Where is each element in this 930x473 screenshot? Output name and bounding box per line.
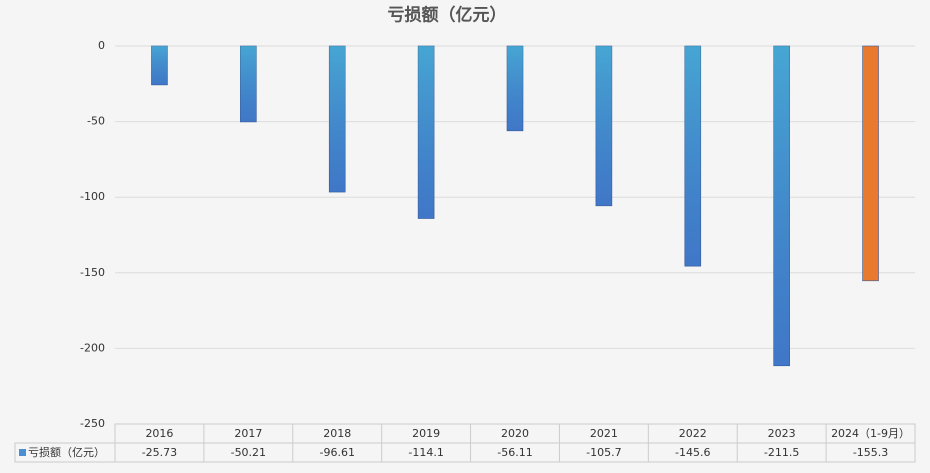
bar-shade bbox=[329, 46, 346, 193]
y-tick-label: -50 bbox=[87, 115, 105, 128]
table-value: -105.7 bbox=[586, 446, 621, 459]
x-tick-label: 2016 bbox=[145, 427, 173, 440]
x-tick-label: 2017 bbox=[234, 427, 262, 440]
x-tick-label: 2024（1-9月） bbox=[831, 427, 910, 440]
table-value: -50.21 bbox=[231, 446, 266, 459]
table-value: -155.3 bbox=[853, 446, 888, 459]
x-tick-label: 2019 bbox=[412, 427, 440, 440]
legend-swatch bbox=[19, 449, 26, 456]
x-tick-label: 2022 bbox=[679, 427, 707, 440]
x-tick-label: 2021 bbox=[590, 427, 618, 440]
y-tick-label: -200 bbox=[80, 341, 105, 354]
y-tick-label: -250 bbox=[80, 417, 105, 430]
y-tick-label: 0 bbox=[98, 39, 105, 52]
table-value: -25.73 bbox=[142, 446, 177, 459]
y-tick-label: -150 bbox=[80, 266, 105, 279]
bar-shade bbox=[418, 46, 435, 219]
bar bbox=[862, 45, 879, 282]
table-value: -211.5 bbox=[764, 446, 799, 459]
y-tick-label: -100 bbox=[80, 190, 105, 203]
x-tick-label: 2023 bbox=[768, 427, 796, 440]
bar-shade bbox=[240, 46, 257, 122]
chart-title: 亏损额（亿元） bbox=[388, 5, 507, 26]
bar-shade bbox=[684, 46, 701, 267]
x-tick-label: 2018 bbox=[323, 427, 351, 440]
table-value: -114.1 bbox=[408, 446, 443, 459]
table-value: -145.6 bbox=[675, 446, 710, 459]
legend-label: 亏损额（亿元） bbox=[28, 445, 105, 459]
table-value: -56.11 bbox=[497, 446, 532, 459]
bar-shade bbox=[773, 46, 790, 366]
bar-shade bbox=[507, 46, 523, 131]
x-tick-label: 2020 bbox=[501, 427, 529, 440]
bar-shade bbox=[151, 46, 168, 85]
table-value: -96.61 bbox=[319, 446, 354, 459]
bar-shade bbox=[595, 46, 612, 206]
